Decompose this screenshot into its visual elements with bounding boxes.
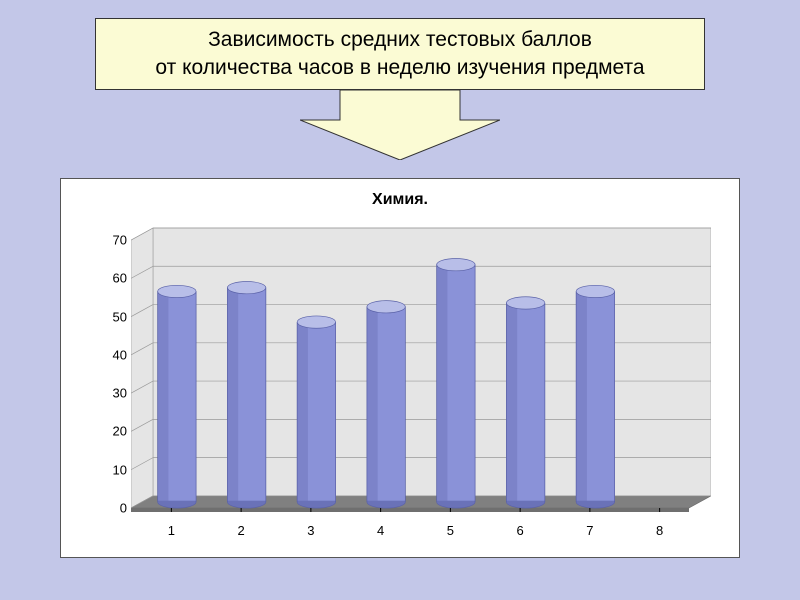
title-line1: Зависимость средних тестовых баллов bbox=[208, 28, 592, 51]
chart-plot bbox=[131, 224, 711, 514]
chart-panel: Химия. 0 10 20 30 40 50 60 70 1 2 3 4 5 6 7 8 bbox=[60, 178, 740, 558]
y-tick-label: 20 bbox=[91, 424, 127, 439]
chart-title: Химия. bbox=[61, 191, 739, 209]
y-tick-label: 40 bbox=[91, 347, 127, 362]
y-tick-label: 30 bbox=[91, 386, 127, 401]
x-tick-label: 3 bbox=[307, 523, 314, 538]
x-tick-label: 4 bbox=[377, 523, 384, 538]
chart-svg bbox=[131, 224, 711, 514]
title-text: Зависимость средних тестовых баллов от к… bbox=[155, 26, 644, 83]
title-line2: от количества часов в неделю изучения пр… bbox=[155, 56, 644, 79]
x-tick-label: 8 bbox=[656, 523, 663, 538]
y-tick-label: 0 bbox=[91, 501, 127, 516]
x-axis-labels: 1 2 3 4 5 6 7 8 bbox=[131, 523, 711, 543]
x-tick-label: 6 bbox=[517, 523, 524, 538]
y-axis-labels: 0 10 20 30 40 50 60 70 bbox=[91, 224, 127, 514]
x-tick-label: 2 bbox=[238, 523, 245, 538]
down-arrow-icon bbox=[300, 90, 500, 160]
x-tick-label: 5 bbox=[447, 523, 454, 538]
y-tick-label: 10 bbox=[91, 462, 127, 477]
y-tick-label: 50 bbox=[91, 309, 127, 324]
title-box: Зависимость средних тестовых баллов от к… bbox=[95, 18, 705, 90]
y-tick-label: 70 bbox=[91, 233, 127, 248]
x-tick-label: 7 bbox=[586, 523, 593, 538]
y-tick-label: 60 bbox=[91, 271, 127, 286]
x-tick-label: 1 bbox=[168, 523, 175, 538]
